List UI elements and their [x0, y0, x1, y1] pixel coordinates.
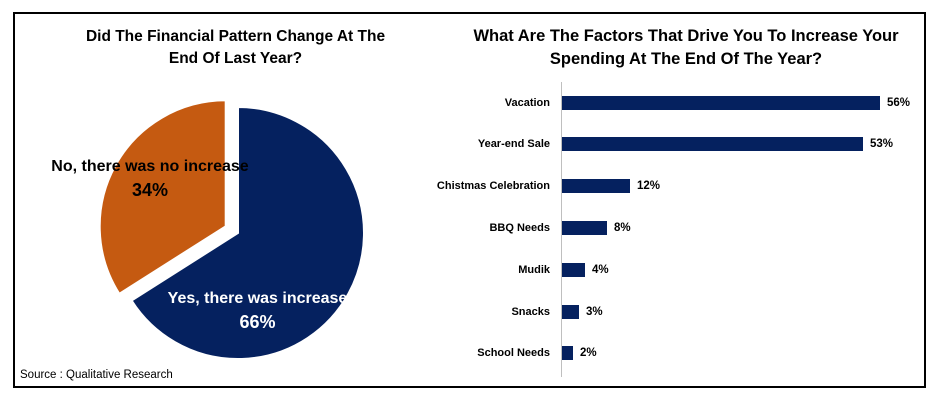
pie-percent-yes: 66% [239, 312, 276, 332]
bar-value-label: 53% [870, 138, 894, 151]
bar-value-label: 12% [637, 180, 661, 193]
bar-value-label: 4% [592, 263, 609, 276]
bar [562, 220, 607, 235]
bar-category-label: Mudik [518, 263, 550, 276]
bar [562, 304, 579, 319]
bar-category-label: Vacation [504, 96, 550, 109]
bar-category-label: Year-end Sale [477, 138, 550, 151]
bar [562, 179, 630, 194]
pie-slice-yes [130, 105, 365, 360]
bar-value-label: 8% [614, 221, 631, 234]
bar-value-label: 3% [586, 305, 603, 318]
bar-chart-title: What Are The Factors That Drive You To I… [446, 25, 926, 71]
source-note: Source : Qualitative Research [20, 369, 173, 381]
bar-value-label: 56% [887, 96, 911, 109]
bar [562, 262, 585, 277]
bar-chart-title-line1: What Are The Factors That Drive You To I… [473, 27, 899, 45]
bar [562, 95, 880, 110]
pie-chart-title-line1: Did The Financial Pattern Change At The [85, 28, 386, 45]
pie-label-no: No, there was no increase [51, 158, 249, 175]
pie-label-yes: Yes, there was increase [167, 290, 348, 307]
bar-chart-title-line2: Spending At The End Of The Year? [549, 50, 823, 68]
pie-chart-title: Did The Financial Pattern Change At The … [28, 26, 443, 70]
bar-category-label: BBQ Needs [489, 221, 550, 234]
bar-category-label: Chistmas Celebration [436, 180, 550, 193]
pie-slice-no-exploded [98, 99, 227, 296]
pie-chart-title-line2: End Of Last Year? [168, 50, 303, 67]
bar [562, 137, 863, 152]
bar-category-label: Snacks [511, 305, 550, 318]
pie-percent-no: 34% [131, 180, 169, 200]
pie-chart [98, 99, 365, 360]
bar-value-label: 2% [580, 347, 597, 360]
bar [562, 346, 573, 361]
bar-category-label: School Needs [477, 347, 550, 360]
bar-chart-axis-line [561, 82, 562, 377]
